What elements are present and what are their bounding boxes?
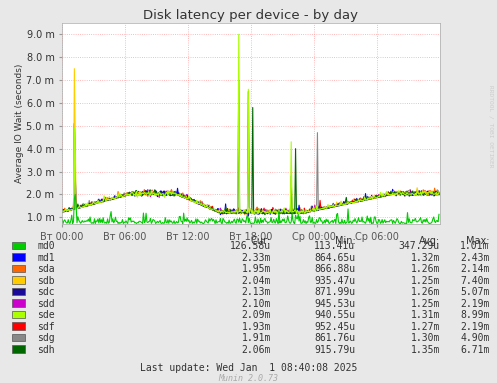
Text: Munin 2.0.73: Munin 2.0.73 xyxy=(219,374,278,383)
Text: 952.45u: 952.45u xyxy=(314,322,355,332)
Text: sdd: sdd xyxy=(37,299,55,309)
Y-axis label: Average IO Wait (seconds): Average IO Wait (seconds) xyxy=(15,64,24,183)
Text: 347.29u: 347.29u xyxy=(399,241,440,251)
Text: 1.32m: 1.32m xyxy=(411,253,440,263)
Text: 5.07m: 5.07m xyxy=(460,287,490,297)
Text: 1.26m: 1.26m xyxy=(411,287,440,297)
Text: Avg:: Avg: xyxy=(418,236,440,246)
Text: 861.76u: 861.76u xyxy=(314,333,355,343)
Text: Cur:: Cur: xyxy=(251,236,271,246)
Text: 940.55u: 940.55u xyxy=(314,310,355,320)
Text: 866.88u: 866.88u xyxy=(314,264,355,274)
Text: 2.43m: 2.43m xyxy=(460,253,490,263)
Text: Last update: Wed Jan  1 08:40:08 2025: Last update: Wed Jan 1 08:40:08 2025 xyxy=(140,363,357,373)
Text: 2.13m: 2.13m xyxy=(242,287,271,297)
Text: 1.26m: 1.26m xyxy=(411,264,440,274)
Text: 2.14m: 2.14m xyxy=(460,264,490,274)
Text: 2.19m: 2.19m xyxy=(460,299,490,309)
Text: 1.01m: 1.01m xyxy=(460,241,490,251)
Text: 6.71m: 6.71m xyxy=(460,345,490,355)
Text: 1.31m: 1.31m xyxy=(411,310,440,320)
Text: sdf: sdf xyxy=(37,322,55,332)
Text: 1.27m: 1.27m xyxy=(411,322,440,332)
Text: 7.40m: 7.40m xyxy=(460,276,490,286)
Text: 8.99m: 8.99m xyxy=(460,310,490,320)
Text: 871.99u: 871.99u xyxy=(314,287,355,297)
Text: 1.25m: 1.25m xyxy=(411,276,440,286)
Text: 1.91m: 1.91m xyxy=(242,333,271,343)
Text: 864.65u: 864.65u xyxy=(314,253,355,263)
Text: sdb: sdb xyxy=(37,276,55,286)
Text: 2.09m: 2.09m xyxy=(242,310,271,320)
Text: 1.35m: 1.35m xyxy=(411,345,440,355)
Title: Disk latency per device - by day: Disk latency per device - by day xyxy=(144,9,358,22)
Text: sda: sda xyxy=(37,264,55,274)
Text: sdh: sdh xyxy=(37,345,55,355)
Text: 2.06m: 2.06m xyxy=(242,345,271,355)
Text: sde: sde xyxy=(37,310,55,320)
Text: 4.90m: 4.90m xyxy=(460,333,490,343)
Text: 1.93m: 1.93m xyxy=(242,322,271,332)
Text: 945.53u: 945.53u xyxy=(314,299,355,309)
Text: Min:: Min: xyxy=(334,236,355,246)
Text: 2.33m: 2.33m xyxy=(242,253,271,263)
Text: 126.58u: 126.58u xyxy=(230,241,271,251)
Text: md1: md1 xyxy=(37,253,55,263)
Text: md0: md0 xyxy=(37,241,55,251)
Text: RRDTOOL / TOBI OETIKER: RRDTOOL / TOBI OETIKER xyxy=(489,85,494,168)
Text: 915.79u: 915.79u xyxy=(314,345,355,355)
Text: Max:: Max: xyxy=(466,236,490,246)
Text: 1.30m: 1.30m xyxy=(411,333,440,343)
Text: 1.25m: 1.25m xyxy=(411,299,440,309)
Text: 113.41u: 113.41u xyxy=(314,241,355,251)
Text: sdc: sdc xyxy=(37,287,55,297)
Text: 2.04m: 2.04m xyxy=(242,276,271,286)
Text: 2.19m: 2.19m xyxy=(460,322,490,332)
Text: sdg: sdg xyxy=(37,333,55,343)
Text: 1.95m: 1.95m xyxy=(242,264,271,274)
Text: 2.10m: 2.10m xyxy=(242,299,271,309)
Text: 935.47u: 935.47u xyxy=(314,276,355,286)
